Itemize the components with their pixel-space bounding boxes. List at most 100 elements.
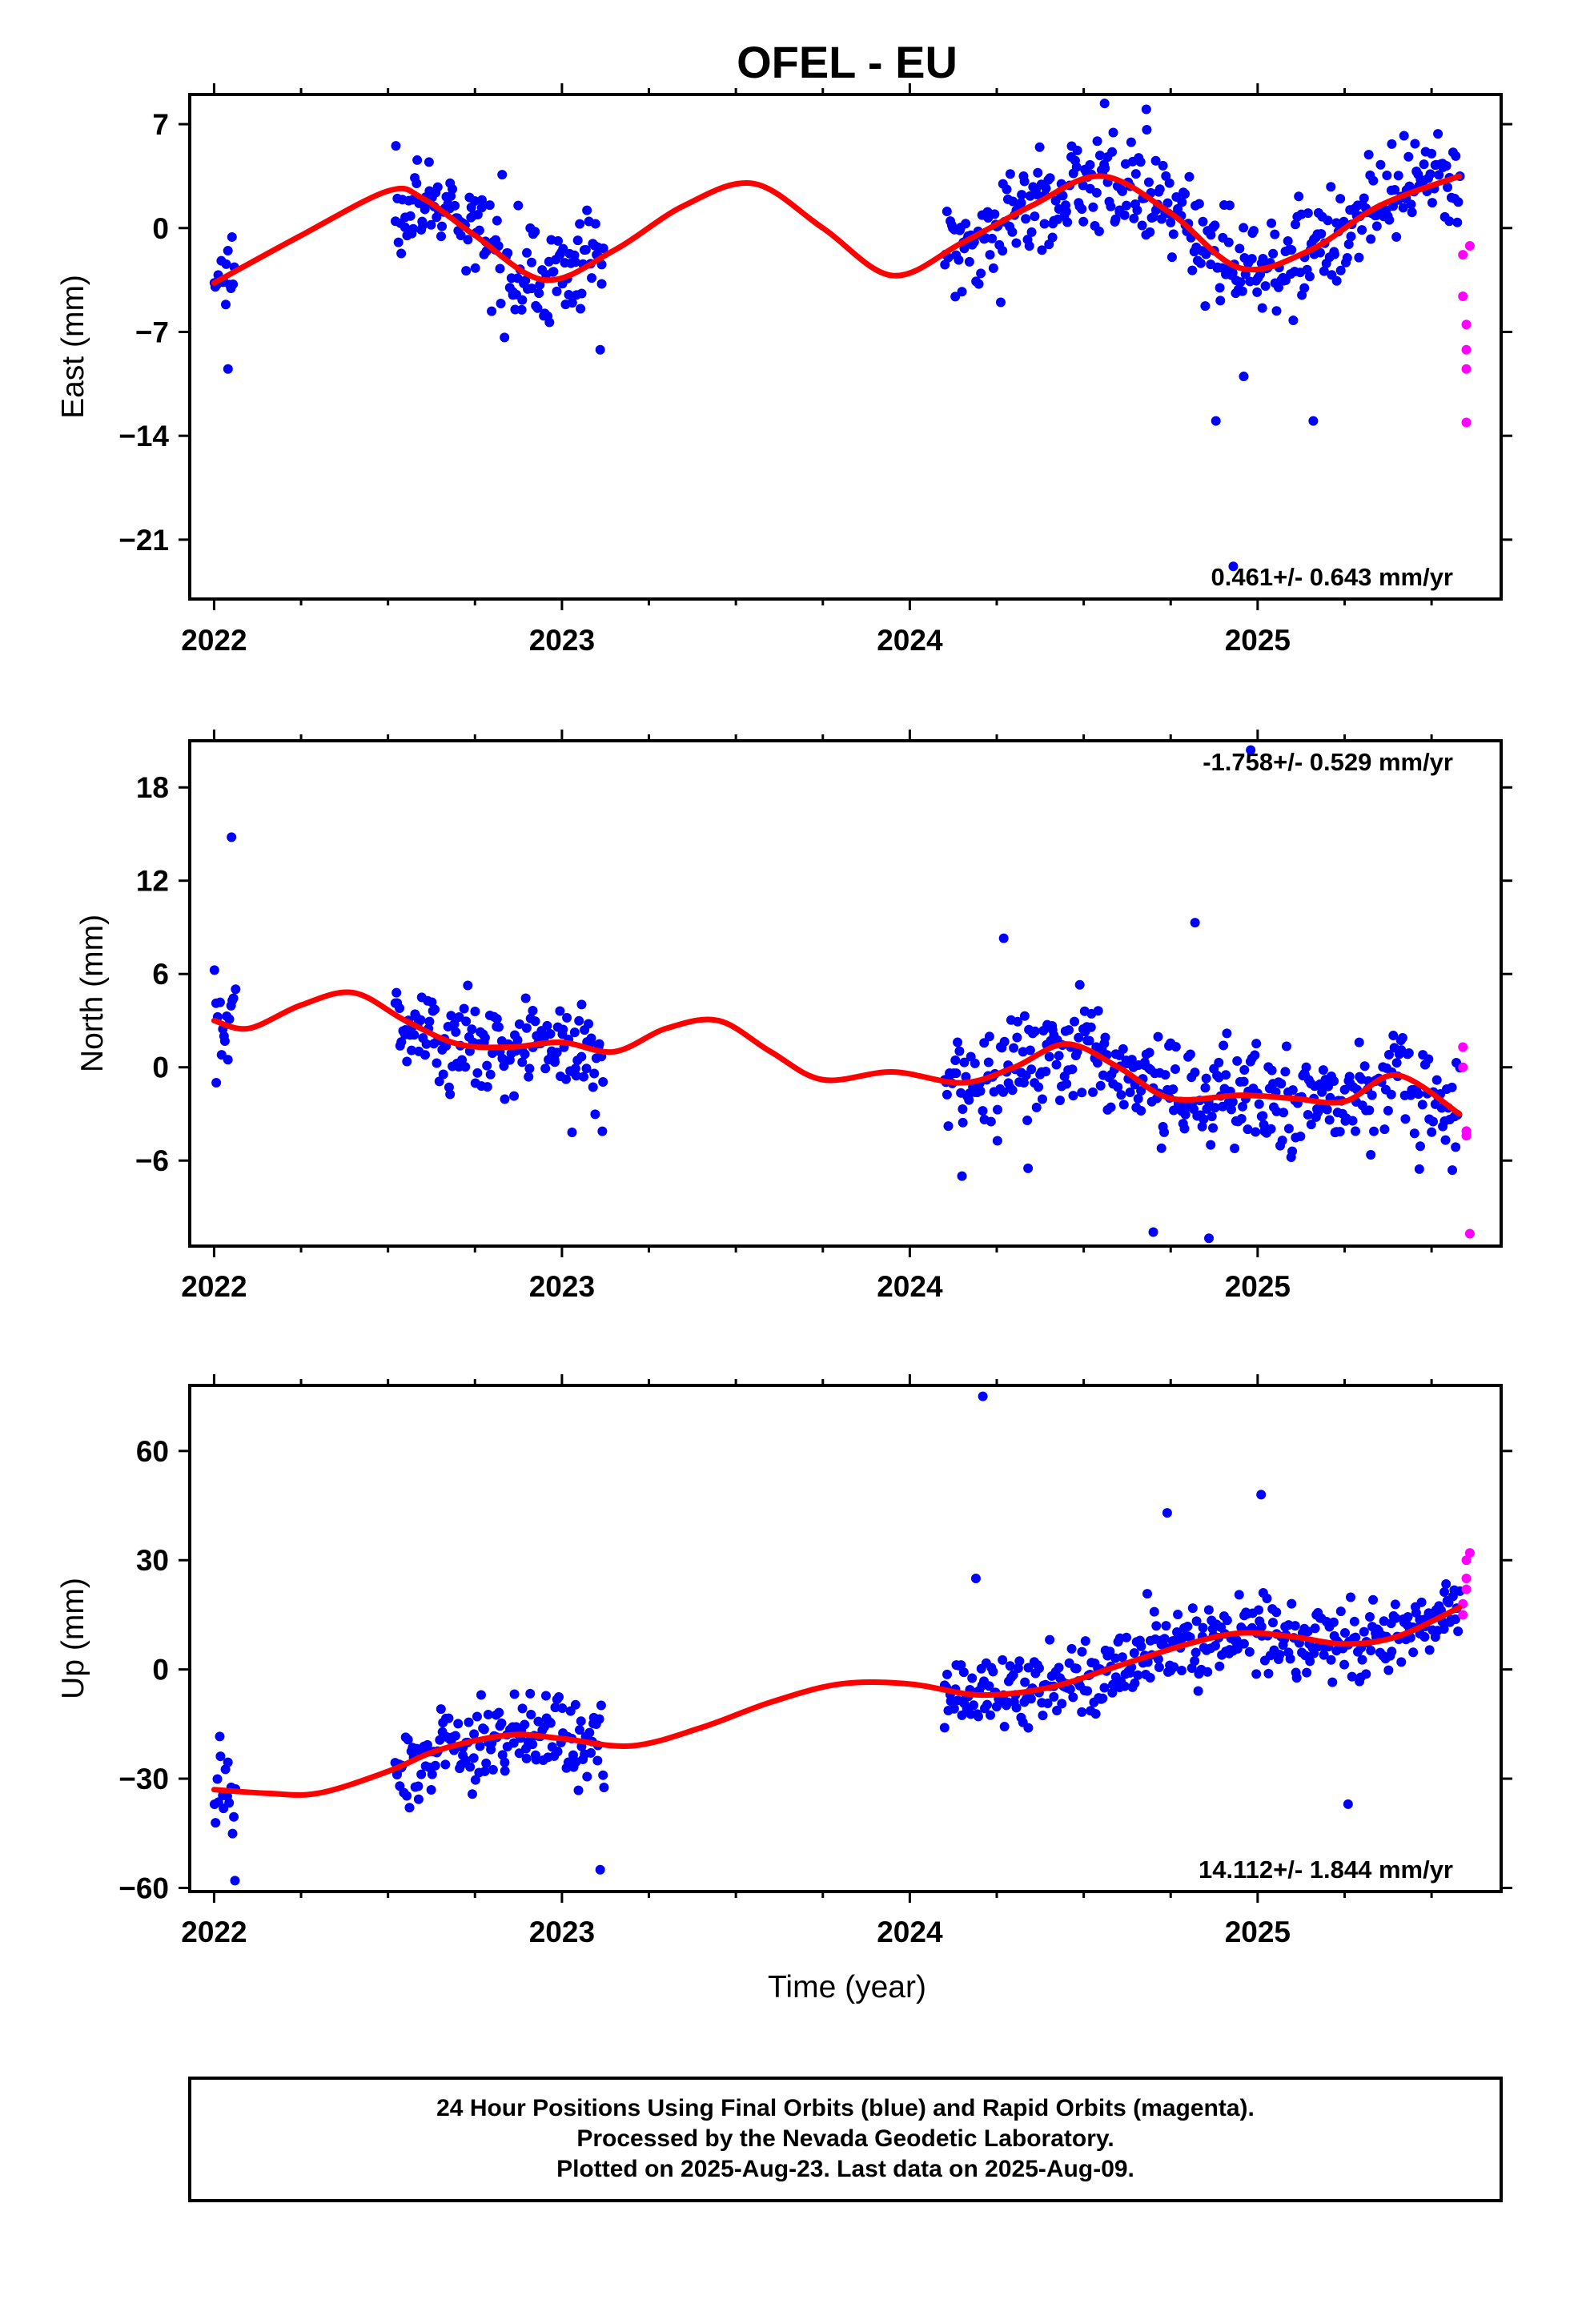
final-orbit-point: [1434, 170, 1444, 180]
final-orbit-point: [1357, 225, 1367, 235]
final-orbit-point: [1361, 1669, 1371, 1679]
final-orbit-point: [1119, 210, 1130, 220]
final-orbit-point: [1443, 182, 1453, 192]
final-orbit-point: [1026, 1694, 1036, 1704]
final-orbit-point: [1231, 1635, 1242, 1646]
final-orbit-point: [958, 1117, 968, 1128]
final-orbit-point: [1122, 1632, 1132, 1642]
final-orbit-point: [576, 1716, 586, 1727]
model-fit-curve: [211, 989, 1463, 1117]
final-orbit-point: [409, 1030, 420, 1040]
final-orbit-point: [957, 287, 967, 297]
final-orbit-point: [403, 1735, 413, 1745]
final-orbit-point: [1453, 197, 1464, 207]
final-orbit-point: [1287, 1085, 1298, 1096]
final-orbit-point: [943, 1121, 954, 1132]
final-orbit-point: [1099, 99, 1110, 109]
final-orbit-point: [1023, 1163, 1034, 1173]
final-orbit-point: [1383, 1105, 1393, 1116]
final-orbit-point: [1198, 216, 1208, 227]
final-orbit-point: [1191, 1647, 1201, 1658]
final-orbit-point: [509, 1091, 520, 1101]
rapid-orbit-point: [1461, 344, 1472, 355]
final-orbit-point: [492, 215, 502, 226]
final-orbit-point: [1409, 1128, 1419, 1139]
final-orbit-point: [522, 247, 532, 258]
final-orbit-point: [436, 1704, 446, 1715]
final-orbit-point: [597, 1126, 608, 1136]
final-orbit-point: [1288, 316, 1299, 326]
final-orbit-point: [1363, 150, 1374, 160]
y-tick-label: −21: [118, 524, 169, 557]
final-orbit-point: [1239, 1638, 1249, 1649]
final-orbit-point: [570, 257, 580, 267]
final-orbit-point: [1044, 1051, 1054, 1062]
final-orbit-point: [1417, 1100, 1427, 1110]
final-orbit-point: [1085, 159, 1095, 170]
final-orbit-point: [424, 157, 434, 167]
final-orbit-point: [1166, 217, 1176, 227]
final-orbit-point: [524, 1072, 534, 1082]
final-orbit-point: [1294, 191, 1304, 202]
final-orbit-point: [482, 1060, 492, 1071]
final-orbit-point: [1014, 1656, 1025, 1667]
final-orbit-point: [1244, 1647, 1255, 1657]
final-orbit-point: [476, 203, 487, 213]
final-orbit-point: [1070, 1016, 1080, 1027]
final-orbit-point: [958, 1104, 968, 1114]
final-orbit-point: [1283, 235, 1293, 246]
final-orbit-point: [1005, 169, 1015, 179]
final-orbit-point: [1074, 979, 1085, 990]
y-tick-label: 60: [136, 1435, 169, 1468]
final-orbit-point: [492, 1014, 502, 1024]
final-orbit-point: [476, 1690, 486, 1700]
final-orbit-point: [1158, 160, 1168, 171]
final-orbit-point: [1237, 286, 1247, 296]
final-orbit-point: [1110, 214, 1121, 224]
x-tick-label: 2022: [181, 1916, 247, 1948]
final-orbit-point: [1316, 229, 1327, 239]
final-orbit-point: [1415, 1141, 1425, 1152]
final-orbit-point: [1439, 1586, 1450, 1597]
final-orbit-point: [1322, 1104, 1332, 1115]
final-orbit-point: [957, 1710, 967, 1720]
final-orbit-point: [571, 1071, 581, 1081]
final-orbit-point: [494, 1707, 504, 1718]
final-orbit-point: [1317, 1087, 1327, 1097]
final-orbit-point: [450, 200, 460, 211]
final-orbit-point: [988, 263, 998, 273]
final-orbit-point: [1232, 1643, 1243, 1654]
final-orbit-point: [1287, 1146, 1298, 1156]
final-orbit-point: [967, 1673, 978, 1683]
final-orbit-point: [988, 1667, 998, 1677]
final-orbit-point: [1180, 189, 1191, 199]
final-orbit-point: [1441, 1579, 1452, 1590]
final-orbit-point: [1295, 1131, 1306, 1141]
final-orbit-point: [1154, 1662, 1164, 1672]
final-orbit-point: [1251, 1669, 1262, 1679]
final-orbit-point: [1037, 245, 1047, 255]
rapid-orbit-point: [1464, 1548, 1475, 1558]
final-orbit-point: [1271, 306, 1282, 316]
rapid-orbit-point: [1458, 250, 1468, 260]
final-orbit-point: [1369, 1126, 1379, 1136]
final-orbit-point: [396, 248, 407, 259]
final-orbit-point: [1366, 234, 1376, 244]
final-orbit-point: [1280, 1067, 1291, 1077]
final-orbit-point: [978, 1106, 988, 1116]
final-orbit-point: [954, 255, 964, 265]
final-orbit-point: [1020, 1677, 1030, 1687]
final-orbit-point: [1247, 254, 1257, 264]
final-orbit-point: [215, 1731, 225, 1742]
final-orbit-point: [1230, 1143, 1240, 1153]
final-orbit-point: [552, 286, 562, 296]
final-orbit-point: [517, 1703, 528, 1714]
final-orbit-point: [1068, 1692, 1078, 1703]
final-orbit-point: [521, 1753, 532, 1763]
final-orbit-point: [557, 1703, 568, 1714]
final-orbit-point: [1106, 1102, 1116, 1112]
final-orbit-point: [1108, 127, 1118, 138]
final-orbit-point: [1099, 1683, 1110, 1693]
y-tick-label: −7: [135, 316, 169, 348]
final-orbit-point: [558, 243, 568, 254]
